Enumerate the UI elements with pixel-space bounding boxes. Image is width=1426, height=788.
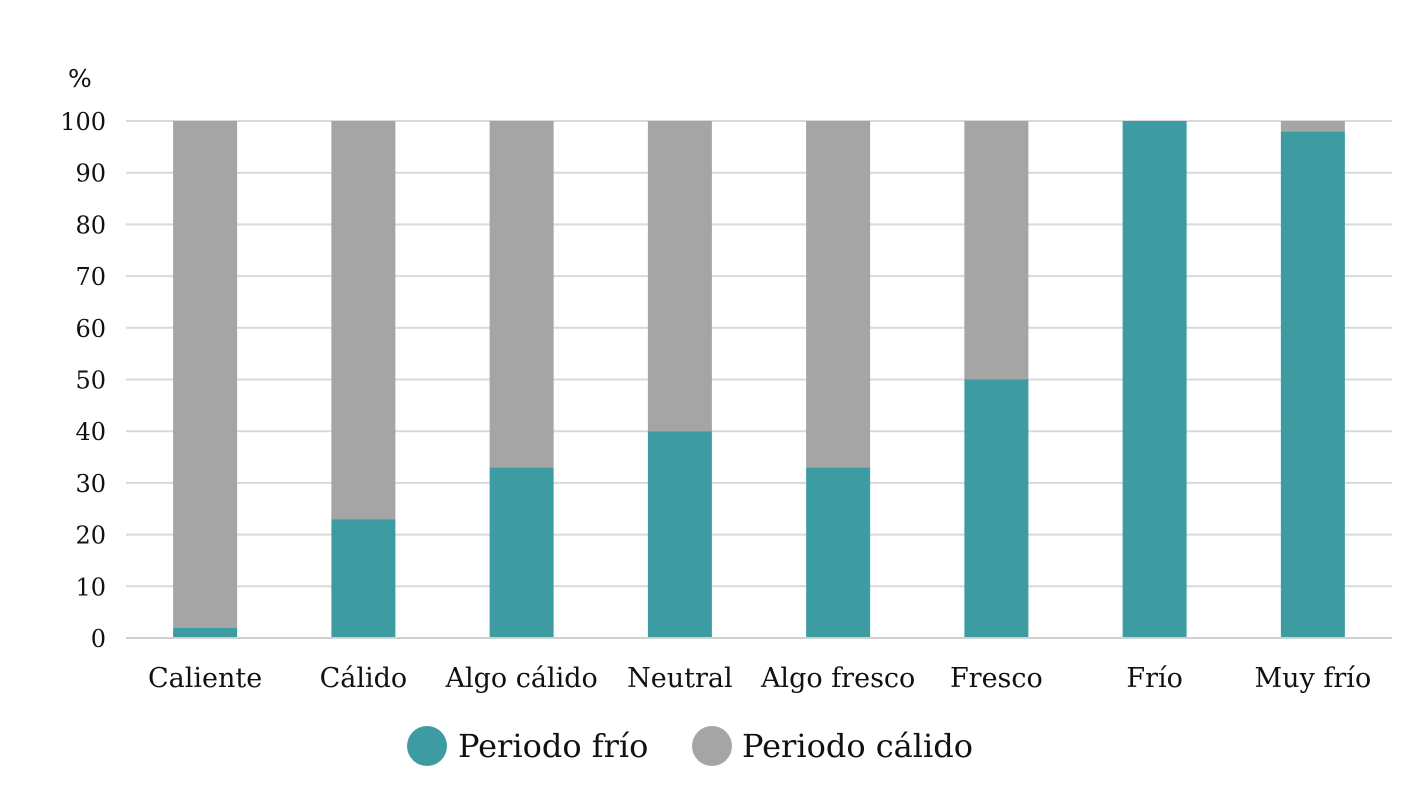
bar-segment-periodo-frio (173, 627, 238, 638)
y-tick-label: 80 (75, 211, 106, 239)
bar-segment-periodo-frio (1280, 131, 1345, 638)
bars (173, 121, 1345, 638)
y-tick-label: 30 (75, 470, 106, 498)
bar-segment-periodo-calido (647, 121, 712, 432)
y-tick-label: 60 (75, 315, 106, 343)
bar-segment-periodo-frio (806, 467, 871, 638)
y-tick-label: 90 (75, 160, 106, 188)
y-axis-unit-label: % (68, 64, 92, 93)
x-tick-label: Cálido (320, 663, 408, 694)
bar-segment-periodo-calido (331, 121, 396, 520)
y-tick-label: 10 (75, 573, 106, 601)
legend-swatch (692, 726, 732, 766)
bar-segment-periodo-frio (331, 519, 396, 638)
legend-label: Periodo cálido (742, 727, 973, 765)
bar-segment-periodo-calido (1280, 121, 1345, 132)
y-tick-label: 40 (75, 418, 106, 446)
legend-label: Periodo frío (458, 727, 648, 765)
bar-segment-periodo-frio (647, 431, 712, 638)
bar-segment-periodo-calido (173, 121, 238, 628)
x-tick-label: Algo fresco (760, 663, 915, 694)
bar-segment-periodo-calido (964, 121, 1029, 380)
y-axis-ticks: 0 10 20 30 40 50 60 70 80 90 100 (60, 108, 106, 653)
y-tick-label: 20 (75, 522, 106, 550)
gridlines (126, 120, 1392, 588)
x-tick-label: Fresco (950, 663, 1043, 694)
bar-segment-periodo-frio (489, 467, 554, 638)
y-tick-label: 0 (91, 625, 106, 653)
x-axis-category-labels: Caliente Cálido Algo cálido Neutral Algo fre… (148, 663, 1371, 694)
x-tick-label: Caliente (148, 663, 262, 694)
bar-segment-periodo-calido (806, 121, 871, 468)
y-tick-label: 50 (75, 367, 106, 395)
legend-swatch (407, 726, 447, 766)
y-tick-label: 100 (60, 108, 106, 136)
bar-segment-periodo-frio (964, 379, 1029, 638)
legend: Periodo frío Periodo cálido (407, 726, 973, 766)
bar-segment-periodo-frio (1122, 121, 1187, 638)
x-tick-label: Algo cálido (444, 663, 597, 694)
x-tick-label: Frío (1126, 663, 1183, 694)
x-tick-label: Neutral (627, 663, 732, 694)
y-tick-label: 70 (75, 263, 106, 291)
x-tick-label: Muy frío (1255, 663, 1372, 694)
bar-segment-periodo-calido (489, 121, 554, 468)
